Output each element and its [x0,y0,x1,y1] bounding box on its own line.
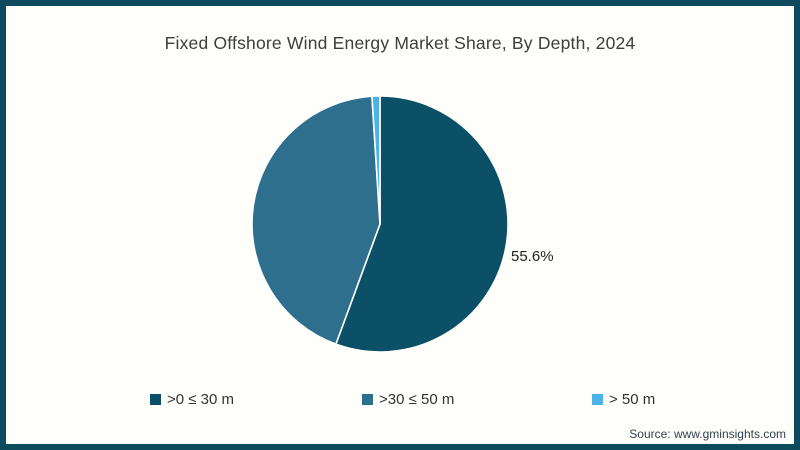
pie-slice-1[interactable] [335,95,509,353]
data-label-largest-slice: 55.6% [511,248,554,265]
legend-swatch-icon [150,394,161,405]
pie-slice-3[interactable] [371,95,381,225]
legend-label: >0 ≤ 30 m [167,391,235,408]
legend-label: > 50 m [609,391,656,408]
source-attribution: Source: www.gminsights.com [629,427,786,441]
chart-title: Fixed Offshore Wind Energy Market Share,… [164,33,636,53]
pie-slice-2[interactable] [251,95,381,345]
legend: >0 ≤ 30 m >30 ≤ 50 m > 50 m [6,6,794,444]
pie-chart [251,95,509,353]
legend-swatch-icon [362,394,373,405]
legend-swatch-icon [592,394,603,405]
legend-item-depth-over-50[interactable]: > 50 m [592,391,655,408]
legend-item-depth-0-30[interactable]: >0 ≤ 30 m [150,391,234,408]
legend-label: >30 ≤ 50 m [379,391,455,408]
legend-item-depth-30-50[interactable]: >30 ≤ 50 m [362,391,454,408]
